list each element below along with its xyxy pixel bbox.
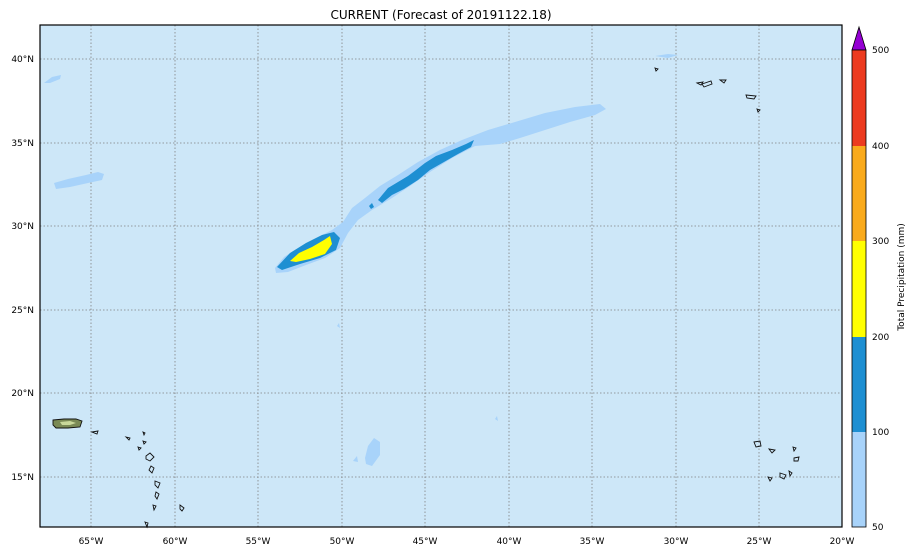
precip-area bbox=[655, 54, 678, 58]
colorbar-tick-label: 100 bbox=[872, 428, 889, 438]
ocean-background bbox=[40, 25, 842, 527]
lon-label: 40°W bbox=[497, 537, 522, 547]
colorbar-tick-label: 300 bbox=[872, 237, 889, 247]
colorbar-segment-300-400 bbox=[852, 146, 866, 241]
island bbox=[793, 456, 800, 462]
island bbox=[767, 448, 776, 454]
island bbox=[154, 491, 160, 500]
island bbox=[152, 504, 157, 512]
island bbox=[767, 476, 773, 482]
island bbox=[179, 504, 185, 512]
island bbox=[695, 81, 704, 86]
precip-area bbox=[54, 172, 104, 189]
island bbox=[154, 480, 161, 489]
island bbox=[756, 108, 761, 113]
precip-area bbox=[44, 75, 61, 83]
map-frame bbox=[39, 24, 843, 528]
lon-label: 20°W bbox=[830, 537, 855, 547]
colorbar-tick-label: 500 bbox=[872, 46, 889, 56]
precip-area bbox=[290, 236, 332, 262]
island bbox=[718, 79, 727, 84]
lon-label: 65°W bbox=[79, 537, 104, 547]
lon-label: 35°W bbox=[580, 537, 605, 547]
colorbar: 50 100 200 300 400 500 Total Precipitati… bbox=[851, 25, 907, 533]
colorbar-label: Total Precipitation (mm) bbox=[897, 223, 907, 332]
lon-label: 45°W bbox=[413, 537, 438, 547]
precip-area bbox=[353, 456, 358, 462]
lat-label: 15°N bbox=[11, 473, 34, 483]
island bbox=[779, 472, 787, 480]
map-title: CURRENT (Forecast of 20191122.18) bbox=[330, 8, 551, 22]
lon-label: 50°W bbox=[330, 537, 355, 547]
precip-band-200-300 bbox=[290, 236, 332, 262]
island bbox=[753, 440, 762, 448]
island bbox=[788, 470, 793, 478]
precip-area bbox=[337, 323, 340, 328]
colorbar-segment-50-100 bbox=[852, 432, 866, 527]
island bbox=[142, 440, 147, 445]
island bbox=[701, 80, 713, 88]
colorbar-frame bbox=[851, 49, 867, 528]
island bbox=[144, 521, 149, 529]
island bbox=[145, 452, 155, 462]
lat-label: 25°N bbox=[11, 306, 34, 316]
colorbar-tick-label: 50 bbox=[872, 523, 884, 533]
precip-area bbox=[378, 140, 474, 203]
gridlines bbox=[40, 25, 842, 527]
lat-label: 30°N bbox=[11, 222, 34, 232]
colorbar-segment-100-200 bbox=[852, 337, 866, 432]
colorbar-segment-400-500 bbox=[852, 50, 866, 146]
island bbox=[137, 446, 142, 451]
island bbox=[792, 446, 797, 453]
lat-label: 35°N bbox=[11, 139, 34, 149]
precip-area bbox=[369, 203, 374, 209]
coastlines bbox=[90, 67, 800, 529]
island bbox=[90, 430, 99, 435]
island bbox=[745, 94, 757, 100]
latitude-labels: 40°N 35°N 30°N 25°N 20°N 15°N bbox=[11, 55, 34, 483]
colorbar-tick-labels: 50 100 200 300 400 500 bbox=[872, 46, 889, 533]
longitude-labels: 65°W 60°W 55°W 50°W 45°W 40°W 35°W 30°W … bbox=[79, 537, 855, 547]
colorbar-tick-label: 200 bbox=[872, 333, 889, 343]
island-highlands bbox=[60, 421, 76, 425]
colorbar-tick-label: 400 bbox=[872, 142, 889, 152]
precip-area bbox=[495, 416, 498, 421]
lon-label: 60°W bbox=[163, 537, 188, 547]
lon-label: 25°W bbox=[747, 537, 772, 547]
precip-area bbox=[365, 438, 380, 466]
lat-label: 20°N bbox=[11, 389, 34, 399]
colorbar-extend-arrow bbox=[851, 25, 867, 51]
island bbox=[142, 431, 146, 437]
island bbox=[654, 67, 659, 72]
lon-label: 55°W bbox=[246, 537, 271, 547]
island bbox=[124, 436, 131, 441]
island bbox=[148, 465, 155, 474]
colorbar-segment-200-300 bbox=[852, 241, 866, 337]
lat-label: 40°N bbox=[11, 55, 34, 65]
lon-label: 30°W bbox=[664, 537, 689, 547]
land-puerto-rico bbox=[52, 418, 83, 429]
